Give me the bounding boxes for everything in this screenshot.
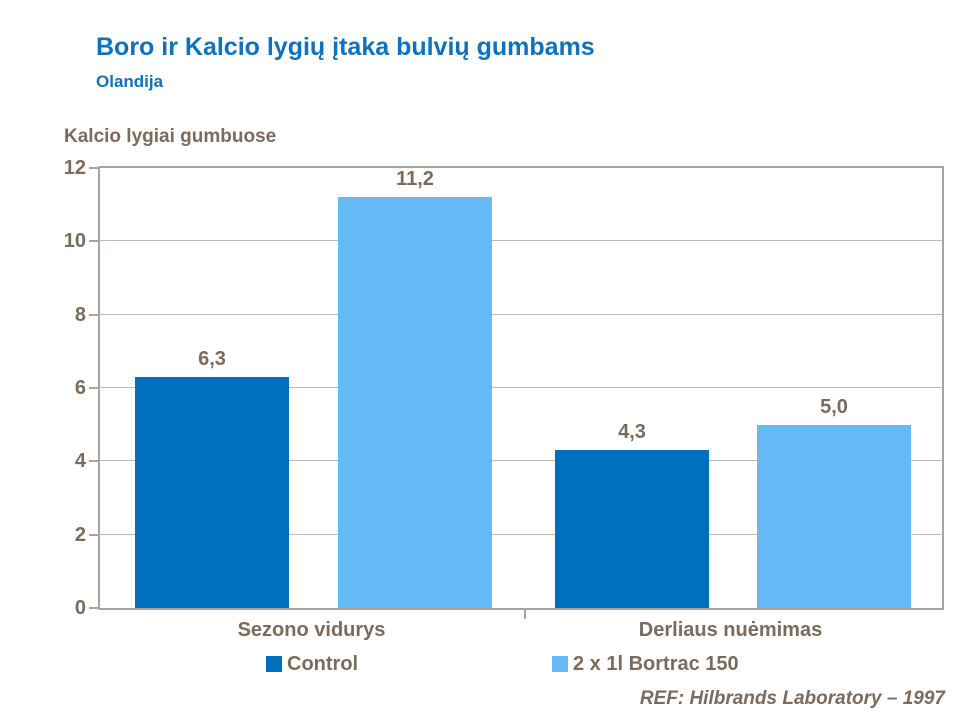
bar-value-label-series0-group1: 4,3	[618, 421, 646, 443]
y-tick-mark-6	[89, 387, 98, 389]
gridline-8	[100, 313, 942, 315]
legend-item-control: Control	[266, 652, 358, 676]
y-axis-label-8: 8	[74, 303, 86, 326]
y-axis-label-2: 2	[74, 523, 86, 546]
x-axis-divider-tick	[524, 610, 526, 619]
legend-label-control: Control	[287, 652, 359, 675]
y-axis-label-4: 4	[74, 450, 86, 473]
plot-area: 6,3 4,3 11,2 5,0	[89, 166, 944, 619]
category-label-derliaus-nuemimas: Derliaus nuėmimas	[638, 619, 823, 641]
y-tick-mark-2	[89, 533, 98, 536]
y-axis-label-0: 0	[74, 597, 86, 619]
y-tick-mark-4	[89, 460, 98, 463]
reference-text: REF: Hilbrands Laboratory – 1997	[639, 688, 945, 709]
gridline-10	[100, 240, 942, 242]
y-tick-mark-12	[89, 167, 98, 169]
legend-label-bortrac: 2 x 1l Bortrac 150	[573, 652, 739, 675]
legend-marker-control	[266, 656, 282, 672]
y-axis-label-12: 12	[63, 157, 86, 179]
gridline-4	[100, 460, 942, 462]
bar-series1-group1	[757, 425, 911, 608]
bar-value-label-series1-group1: 5,0	[820, 396, 848, 418]
bar-value-label-series0-group0: 6,3	[198, 348, 226, 370]
bar-value-label-series1-group0: 11,2	[396, 168, 434, 190]
chart-subtitle: Olandija	[96, 72, 164, 91]
bar-series1-group0	[338, 197, 492, 608]
y-tick-mark-0	[89, 607, 98, 609]
gridline-2	[100, 533, 942, 535]
chart-title: Boro ir Kalcio lygių įtaka bulvių gumbam…	[96, 33, 595, 61]
y-tick-mark-8	[89, 313, 98, 316]
bar-series0-group1	[555, 450, 709, 608]
y-axis-label-10: 10	[63, 230, 86, 253]
category-label-sezono-vidurys: Sezono vidurys	[237, 619, 386, 641]
y-axis-label-6: 6	[74, 377, 86, 399]
legend-marker-bortrac	[552, 656, 568, 672]
legend-item-bortrac: 2 x 1l Bortrac 150	[552, 652, 739, 676]
y-tick-mark-10	[89, 240, 98, 243]
bar-series0-group0	[135, 377, 289, 608]
gridline-6	[100, 387, 942, 388]
y-axis-title: Kalcio lygiai gumbuose	[64, 126, 277, 147]
